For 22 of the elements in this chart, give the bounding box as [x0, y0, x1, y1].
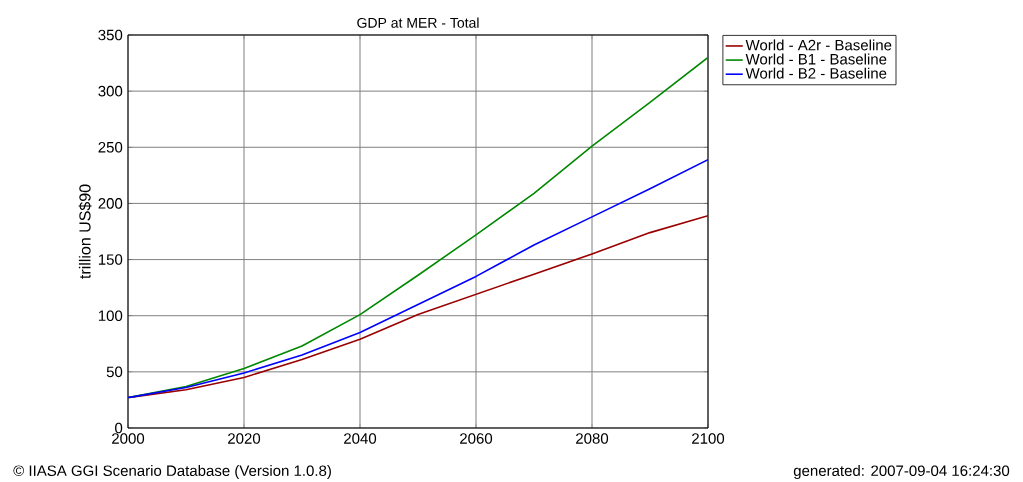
text: generated: 2007-09-04 16:24:30 — [793, 464, 1010, 479]
y-axis-title: trillion US$90 — [78, 184, 92, 279]
legend-label: World - B2 - Baseline — [745, 67, 887, 79]
chart-title: GDP at MER - Total — [357, 17, 479, 28]
y-tick-label: 300 — [98, 85, 123, 97]
x-tick-label: 2000 — [112, 433, 145, 444]
x-tick-label: 2100 — [692, 433, 725, 444]
y-tick-label: 50 — [106, 366, 123, 378]
x-tick-label: 2080 — [576, 433, 609, 444]
y-tick-label: 200 — [98, 198, 123, 209]
text: © IIASA GGI Scenario Database (Version 1.0.8) — [13, 465, 331, 479]
x-tick-label: 2020 — [228, 433, 261, 444]
line-series — [128, 158, 708, 399]
y-tick-label: 0 — [115, 422, 123, 434]
y-tick-label: 350 — [98, 29, 123, 41]
y-tick-label: 150 — [98, 254, 123, 265]
y-tick-label: 250 — [98, 141, 123, 153]
legend-label: World - A2r - Baseline — [745, 39, 892, 51]
legend-label: World - B1 - Baseline — [745, 53, 887, 65]
x-tick-label: 2040 — [344, 433, 377, 444]
x-tick-label: 2060 — [460, 433, 493, 444]
y-tick-label: 100 — [98, 310, 123, 322]
